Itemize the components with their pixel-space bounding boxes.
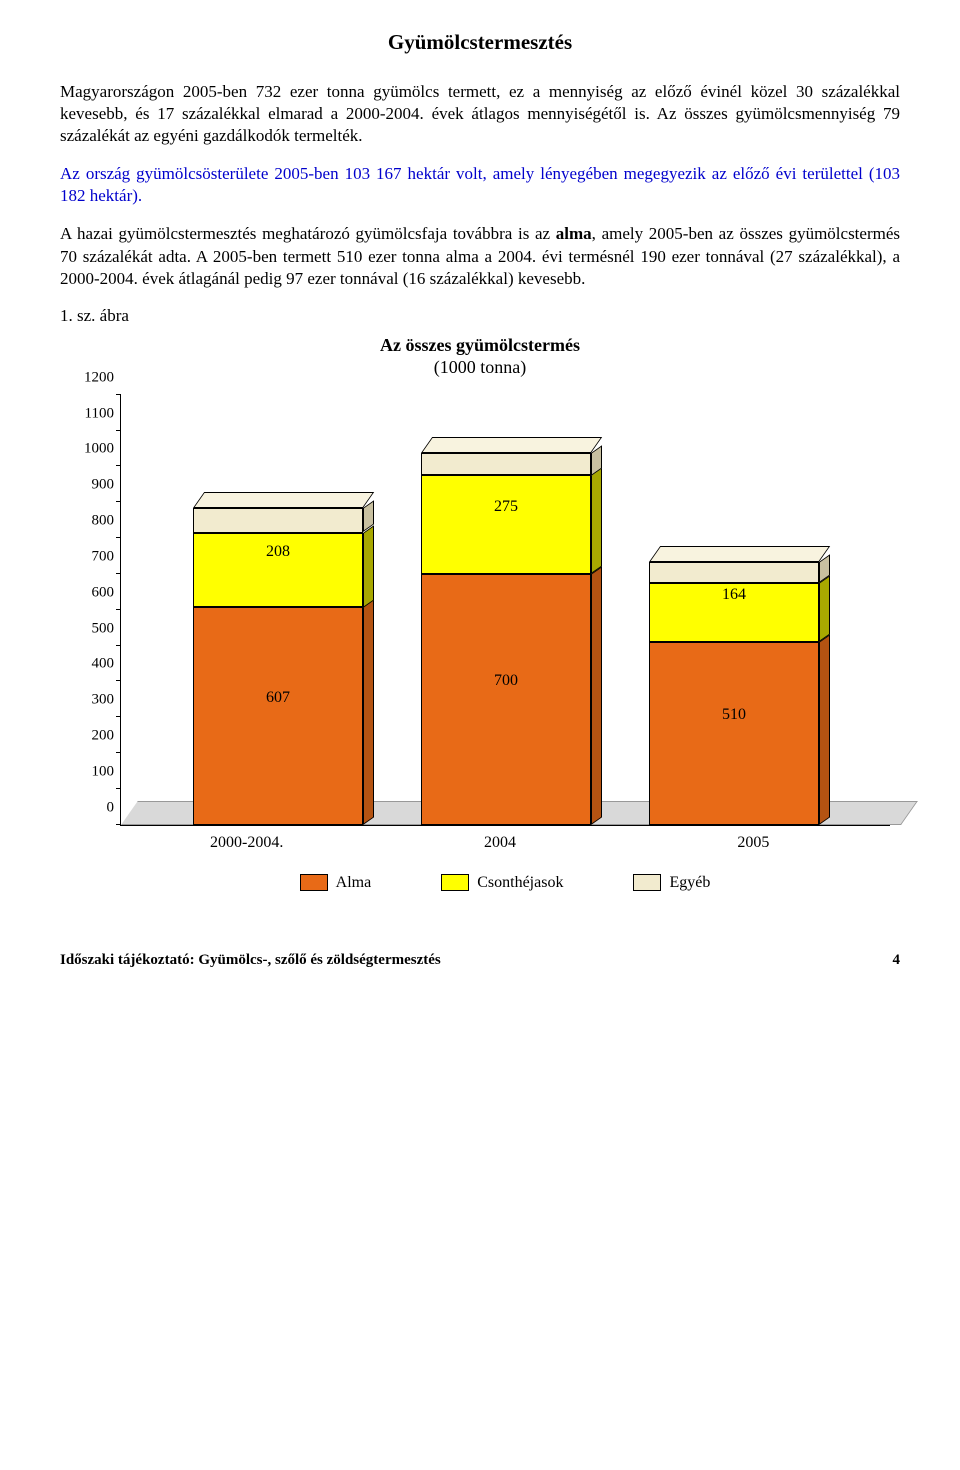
y-tick-label: 600	[70, 584, 114, 601]
legend-label: Egyéb	[669, 874, 710, 892]
x-axis-labels: 2000-2004.20042005	[120, 834, 880, 852]
y-tick-label: 100	[70, 763, 114, 780]
bar-top	[649, 546, 830, 562]
legend-swatch	[633, 874, 661, 891]
bar-segment: 58	[649, 562, 819, 583]
bar-side	[591, 468, 602, 574]
footer-right: 4	[893, 952, 901, 969]
bar-side	[591, 566, 602, 825]
legend-label: Alma	[336, 874, 372, 892]
legend-item: Csonthéjasok	[441, 874, 563, 892]
bar-group: 60720868	[193, 395, 363, 825]
y-tick-mark	[116, 716, 121, 717]
y-tick-mark	[116, 752, 121, 753]
legend-swatch	[441, 874, 469, 891]
y-tick-label: 200	[70, 728, 114, 745]
bar-group: 70027563	[421, 395, 591, 825]
bar-segment: 63	[421, 453, 591, 476]
bar-top	[421, 437, 602, 453]
paragraph-2: Az ország gyümölcsösterülete 2005-ben 10…	[60, 163, 900, 207]
y-tick-label: 300	[70, 692, 114, 709]
bar-front	[421, 574, 591, 825]
paragraph-1: Magyarországon 2005-ben 732 ezer tonna g…	[60, 81, 900, 147]
bar-segment: 607	[193, 607, 363, 825]
y-tick-mark	[116, 609, 121, 610]
legend-swatch	[300, 874, 328, 891]
x-axis-label: 2004	[373, 834, 626, 852]
y-tick-mark	[116, 645, 121, 646]
bar-segment: 68	[193, 508, 363, 532]
bar-front	[649, 562, 819, 583]
y-tick-mark	[116, 573, 121, 574]
bar-side	[363, 599, 374, 824]
legend-item: Egyéb	[633, 874, 710, 892]
y-tick-label: 1100	[70, 405, 114, 422]
y-tick-mark	[116, 430, 121, 431]
bar-segment: 208	[193, 533, 363, 608]
x-axis-label: 2000-2004.	[120, 834, 373, 852]
legend: Alma Csonthéjasok Egyéb	[120, 874, 890, 892]
y-tick-label: 900	[70, 477, 114, 494]
y-tick-label: 700	[70, 548, 114, 565]
page-title: Gyümölcstermesztés	[60, 30, 900, 55]
y-tick-label: 1200	[70, 369, 114, 386]
bar-top	[193, 492, 374, 508]
chart-title: Az összes gyümölcstermés (1000 tonna)	[60, 334, 900, 379]
legend-label: Csonthéjasok	[477, 874, 563, 892]
p3-b: alma	[556, 224, 592, 243]
y-tick-mark	[116, 394, 121, 395]
bar-side	[819, 575, 830, 642]
bar-segment: 510	[649, 642, 819, 825]
bar-front	[649, 642, 819, 825]
chart-title-main: Az összes gyümölcstermés	[380, 335, 580, 355]
bar-front	[193, 533, 363, 608]
y-axis: 0100200300400500600700800900100011001200	[70, 395, 120, 825]
bar-front	[649, 583, 819, 642]
figure-label: 1. sz. ábra	[60, 306, 900, 326]
bar-segment: 275	[421, 475, 591, 574]
bar-front	[193, 607, 363, 825]
bar-front	[421, 475, 591, 574]
bar-group: 51016458	[649, 395, 819, 825]
y-tick-label: 0	[70, 799, 114, 816]
paragraph-3: A hazai gyümölcstermesztés meghatározó g…	[60, 223, 900, 289]
chart-title-sub: (1000 tonna)	[434, 357, 526, 377]
bar-segment: 700	[421, 574, 591, 825]
y-tick-label: 500	[70, 620, 114, 637]
y-tick-mark	[116, 501, 121, 502]
p3-a: A hazai gyümölcstermesztés meghatározó g…	[60, 224, 556, 243]
bar-front	[421, 453, 591, 476]
y-tick-label: 800	[70, 513, 114, 530]
footer-left: Időszaki tájékoztató: Gyümölcs-, szőlő é…	[60, 952, 441, 969]
bar-front	[193, 508, 363, 532]
y-tick-mark	[116, 680, 121, 681]
y-tick-mark	[116, 788, 121, 789]
y-tick-mark	[116, 465, 121, 466]
x-axis-label: 2005	[627, 834, 880, 852]
y-tick-label: 1000	[70, 441, 114, 458]
legend-item: Alma	[300, 874, 372, 892]
chart: 0100200300400500600700800900100011001200…	[70, 395, 890, 892]
footer: Időszaki tájékoztató: Gyümölcs-, szőlő é…	[60, 952, 900, 969]
bar-side	[363, 525, 374, 607]
y-tick-mark	[116, 537, 121, 538]
bar-segment: 164	[649, 583, 819, 642]
bar-side	[819, 634, 830, 825]
paragraph-2-text: Az ország gyümölcsösterülete 2005-ben 10…	[60, 164, 900, 205]
y-tick-label: 400	[70, 656, 114, 673]
plot-area: 60720868 70027563 51016458	[120, 395, 890, 826]
